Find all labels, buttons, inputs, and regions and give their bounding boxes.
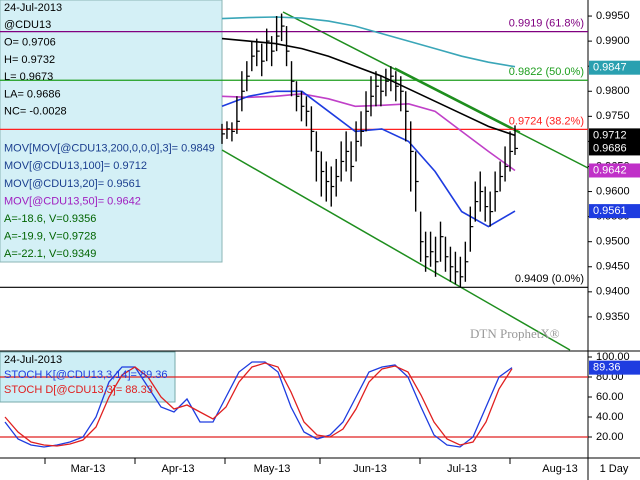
trend-line — [282, 11, 589, 169]
info-line: O= 0.9706 — [4, 37, 56, 49]
interval-label: 1 Day — [600, 463, 629, 475]
last-value-label: 0.9561 — [593, 205, 627, 217]
x-tick-label: Jul-13 — [447, 463, 477, 475]
last-value-box — [589, 141, 640, 156]
stoch-info-line: STOCH D[@CDU13,3]= 88.33 — [4, 384, 153, 396]
y-tick-label: 0.9900 — [596, 35, 630, 47]
info-line: MOV[@CDU13,100]= 0.9712 — [4, 160, 147, 172]
y-tick-label: 20.00 — [596, 431, 624, 443]
info-line: MOV[MOV[@CDU13,200,0,0,0],3]= 0.9849 — [4, 143, 215, 155]
last-value-box — [589, 360, 640, 375]
x-tick-label: Aug-13 — [542, 463, 577, 475]
info-line: H= 0.9732 — [4, 54, 55, 66]
stoch-line — [4, 362, 513, 447]
info-line: 24-Jul-2013 — [4, 2, 62, 14]
y-tick-label: 0.9500 — [596, 236, 630, 248]
info-line: MOV[@CDU13,50]= 0.9642 — [4, 195, 141, 207]
y-tick-label: 0.9800 — [596, 85, 630, 97]
y-tick-label: 100.00 — [596, 351, 630, 363]
moving-average — [221, 16, 516, 68]
x-tick-label: Mar-13 — [71, 463, 106, 475]
last-value-label: 0.9847 — [593, 62, 627, 74]
trend-line — [221, 149, 571, 351]
stoch-info-line: STOCH K[@CDU13,3,14]= 89.36 — [4, 369, 168, 381]
moving-average — [221, 90, 516, 228]
info-line: A=-18.6, V=0.9356 — [4, 213, 96, 225]
y-tick-label: 60.00 — [596, 391, 624, 403]
moving-average — [221, 92, 516, 172]
info-line: L= 0.9673 — [4, 71, 53, 83]
trend-lines — [221, 11, 589, 351]
last-value-label: 89.36 — [593, 362, 621, 374]
fib-label: 0.9822 (50.0%) — [509, 66, 584, 78]
last-value-label: 0.9712 — [593, 129, 627, 141]
last-value-box — [589, 163, 640, 178]
info-line: LA= 0.9686 — [4, 88, 61, 100]
last-value-box — [589, 204, 640, 219]
fib-label: 0.9919 (61.8%) — [509, 17, 584, 29]
info-line: A=-19.9, V=0.9728 — [4, 231, 96, 243]
x-tick-label: Jun-13 — [353, 463, 387, 475]
y-tick-label: 0.9450 — [596, 261, 630, 273]
x-tick-label: Apr-13 — [161, 463, 194, 475]
y-tick-label: 0.9750 — [596, 110, 630, 122]
info-line: NC= -0.0028 — [4, 106, 67, 118]
watermark: DTN ProphetX® — [470, 326, 560, 341]
last-value-label: 0.9642 — [593, 164, 627, 176]
info-box — [0, 0, 223, 263]
last-value-box — [589, 128, 640, 143]
info-line: A=-22.1, V=0.9349 — [4, 248, 96, 260]
last-value-label: 0.9686 — [593, 142, 627, 154]
info-line: @CDU13 — [4, 19, 51, 31]
info-line: MOV[@CDU13,20]= 0.9561 — [4, 178, 141, 190]
y-tick-label: 0.9950 — [596, 10, 630, 22]
y-tick-label: 0.9350 — [596, 311, 630, 323]
moving-average — [221, 37, 516, 137]
last-value-box — [589, 60, 640, 75]
trend-line — [394, 67, 521, 133]
fib-label: 0.9409 (0.0%) — [515, 273, 584, 285]
fib-label: 0.9724 (38.2%) — [509, 115, 584, 127]
stoch-info-line: 24-Jul-2013 — [4, 354, 62, 366]
y-tick-label: 0.9600 — [596, 185, 630, 197]
stoch-line — [4, 361, 513, 448]
y-tick-label: 40.00 — [596, 411, 624, 423]
x-tick-label: May-13 — [254, 463, 291, 475]
y-tick-label: 0.9400 — [596, 286, 630, 298]
